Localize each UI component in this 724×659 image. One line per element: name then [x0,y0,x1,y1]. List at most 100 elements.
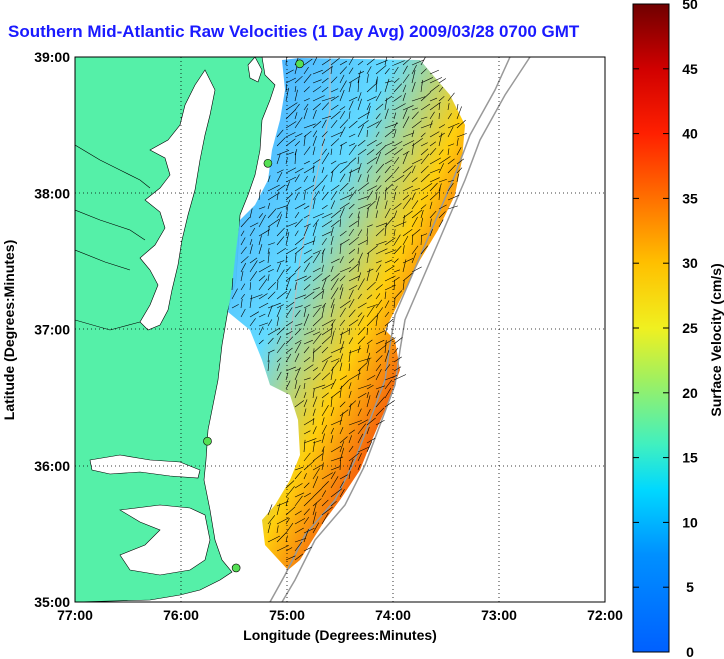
velocity-arrow [321,449,324,462]
velocity-arrow [384,324,389,336]
velocity-arrow [393,112,397,120]
velocity-arrow [357,464,361,471]
velocity-arrow [357,302,367,309]
velocity-arrow [276,357,282,363]
velocity-arrow [285,330,293,336]
velocity-arrow [267,291,276,300]
velocity-arrow [303,452,311,462]
y-tick-label: 39:00 [34,49,70,65]
velocity-arrow [339,474,348,480]
velocity-arrow [303,496,314,507]
velocity-vectors [231,57,467,561]
velocity-arrow [240,217,250,228]
velocity-arrow [312,250,322,255]
velocity-arrow [294,65,298,75]
velocity-arrow [303,146,311,156]
velocity-arrow [312,213,324,219]
velocity-arrow [429,120,433,129]
velocity-arrow [366,409,371,417]
velocity-arrow [456,147,462,156]
velocity-arrow [303,275,312,282]
velocity-arrow [276,184,286,192]
velocity-arrow [285,517,290,525]
velocity-arrow [339,106,346,111]
velocity-arrow [429,218,432,228]
velocity-arrow [357,408,362,417]
velocity-arrow [366,305,375,318]
river-potomac [75,144,151,331]
velocity-arrow [339,331,343,345]
velocity-arrow [285,301,295,309]
velocity-arrow [429,69,439,75]
velocity-arrow [357,162,362,174]
velocity-arrow [348,319,359,327]
velocity-arrow [357,211,360,219]
velocity-arrow [321,58,331,66]
velocity-arrow [276,137,286,147]
velocity-arrow [303,439,306,453]
colorbar-tick-label: 45 [682,61,698,77]
velocity-arrow [348,400,357,408]
velocity-arrow [393,122,398,129]
velocity-arrow [375,339,385,345]
velocity-arrow [366,352,371,363]
velocity-arrow [420,77,434,84]
velocity-arrow [294,466,304,471]
velocity-arrow [357,196,369,201]
velocity-arrow [384,275,396,282]
velocity-arrow [411,69,416,84]
velocity-arrow [294,379,298,390]
velocity-arrow [357,78,360,93]
velocity-arrow [348,275,360,282]
velocity-arrow [375,151,381,165]
velocity-arrow [285,372,289,381]
velocity-arrow [393,210,398,219]
velocity-arrow [276,290,288,300]
velocity-arrow [339,447,345,462]
velocity-arrow [411,165,416,174]
velocity-arrow [339,110,346,120]
velocity-arrow [357,252,363,264]
velocity-arrow [231,278,234,291]
velocity-arrow [267,305,273,318]
velocity-arrow [258,302,269,309]
velocity-arrow [294,367,301,381]
velocity-arrow [375,163,385,174]
velocity-arrow [420,57,426,66]
velocity-arrow [438,183,442,192]
velocity-arrow [429,84,440,93]
x-tick-label: 75:00 [269,607,305,623]
velocity-arrow [294,133,303,138]
velocity-arrow [249,294,253,309]
velocity-arrow [303,103,309,111]
velocity-arrow [330,476,339,489]
velocity-arrow [267,352,270,363]
velocity-arrow [321,96,336,102]
velocity-arrow [303,438,317,444]
velocity-arrow [384,128,396,138]
velocity-arrow [312,95,325,102]
velocity-arrow [321,302,327,309]
velocity-arrow [276,248,286,255]
velocity-arrow [303,304,311,309]
velocity-arrow [366,304,378,309]
velocity-arrow [375,240,387,246]
velocity-arrow [294,282,297,291]
velocity-arrow [312,441,316,453]
velocity-arrow [366,294,373,300]
velocity-arrow [321,86,329,93]
velocity-arrow [375,222,387,228]
velocity-arrow [447,126,454,138]
velocity-arrow [267,192,279,201]
radar-stations [203,59,305,573]
velocity-arrow [249,260,258,273]
velocity-arrow [330,163,340,174]
velocity-arrow [258,229,270,237]
velocity-arrow [267,218,280,228]
velocity-arrow [357,229,363,237]
velocity-arrow [402,194,410,201]
velocity-arrow [420,165,429,174]
velocity-arrow [312,304,322,309]
velocity-arrow [294,167,304,174]
